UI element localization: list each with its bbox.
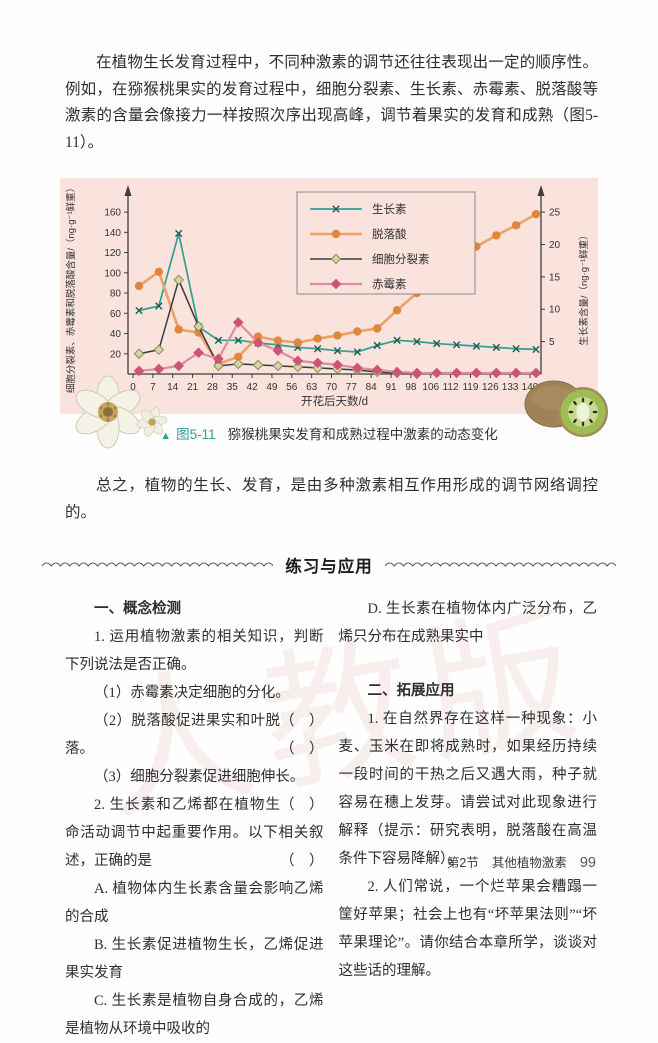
exercise-text: 2. 生长素和乙烯都在植物生命活动调节中起重要作用。以下相关叙述，正确的是 (65, 797, 324, 869)
exercises-left-column: 一、概念检测 1. 运用植物激素的相关知识，判断下列说法是否正确。 （1）赤霉素决定… (65, 595, 324, 1043)
exercise-heading: 一、概念检测 (65, 595, 324, 623)
footer-chapter: 其他植物激素 (491, 856, 567, 870)
hormone-dynamics-chart: 20 40 60 80 100 120 140 160 5 10 15 20 25 0 7 14 21 28 35 4… (65, 183, 590, 408)
svg-text:126: 126 (482, 382, 499, 393)
exercise-text: B. 生长素促进植物生长，乙烯促进果实发育 (65, 937, 324, 981)
svg-text:70: 70 (326, 382, 338, 393)
svg-text:63: 63 (306, 382, 318, 393)
exercise-line: B. 生长素促进植物生长，乙烯促进果实发育 (65, 931, 324, 987)
exercise-heading: 二、拓展应用 (339, 677, 598, 705)
svg-text:35: 35 (227, 382, 239, 393)
figure-number: 图5-11 (176, 427, 216, 442)
exercise-line: 2. 人们常说，一个烂苹果会糟蹋一筐好苹果；社会上也有“坏苹果法则”“坏苹果理论… (339, 873, 598, 985)
svg-text:91: 91 (385, 382, 397, 393)
figure-caption-text: 猕猴桃果实发育和成熟过程中激素的动态变化 (227, 427, 498, 442)
exercise-text: D. 生长素在植物体内广泛分布，乙烯只分布在成熟果实中 (338, 601, 598, 645)
exercise-line: 1. 运用植物激素的相关知识，判断下列说法是否正确。 (65, 623, 324, 679)
svg-text:106: 106 (422, 382, 439, 393)
svg-text:140: 140 (104, 228, 121, 239)
exercise-text: 一、概念检测 (94, 601, 181, 617)
exercise-line: C. 生长素是植物自身合成的，乙烯是植物从环境中吸收的 (65, 987, 324, 1043)
svg-text:14: 14 (167, 382, 179, 393)
summary-paragraph: 总之，植物的生长、发育，是由多种激素相互作用形成的调节网络调控的。 (65, 477, 598, 521)
svg-text:98: 98 (405, 382, 417, 393)
answer-bracket: （ ） (280, 741, 324, 757)
figure-5-11: 20 40 60 80 100 120 140 160 5 10 15 20 25 0 7 14 21 28 35 4… (60, 178, 608, 449)
svg-text:细胞分裂素: 细胞分裂素 (372, 252, 430, 266)
svg-text:开花后天数/d: 开花后天数/d (301, 394, 368, 408)
exercise-line: （1）赤霉素决定细胞的分化。 （ ） (65, 679, 324, 729)
caption-triangle-icon: ▲ (160, 430, 172, 442)
exercise-line: （3）细胞分裂素促进细胞伸长。 （ ） (65, 763, 324, 813)
svg-text:赤霉素: 赤霉素 (372, 278, 407, 291)
footer-section: 第2节 (446, 856, 479, 870)
svg-text:细胞分裂素、赤霉素和脱落酸含量/（ng·g⁻¹鲜重）: 细胞分裂素、赤霉素和脱落酸含量/（ng·g⁻¹鲜重） (65, 183, 77, 393)
column-spacer (339, 651, 598, 677)
exercises-section: 人教版 一、概念检测 1. 运用植物激素的相关知识，判断下列说法是否正确。 （1）赤… (65, 587, 602, 1043)
svg-text:133: 133 (502, 382, 519, 393)
section-divider: 练习与应用 (42, 553, 616, 577)
svg-text:生长素: 生长素 (372, 202, 407, 216)
exercise-line: 1. 在自然界存在这样一种现象：小麦、玉米在即将成熟时，如果经历持续一段时间的干… (339, 705, 598, 873)
intro-paragraph: 在植物生长发育过程中，不同种激素的调节还往往表现出一定的顺序性。例如，在猕猴桃果… (65, 54, 598, 151)
svg-text:0: 0 (130, 382, 136, 393)
svg-text:5: 5 (549, 337, 555, 348)
chart-panel: 20 40 60 80 100 120 140 160 5 10 15 20 25 0 7 14 21 28 35 4… (60, 178, 598, 414)
svg-text:77: 77 (346, 382, 358, 393)
svg-text:42: 42 (247, 382, 259, 393)
page-number: 99 (579, 855, 596, 871)
svg-text:120: 120 (104, 248, 121, 259)
svg-text:20: 20 (549, 240, 561, 251)
svg-text:21: 21 (187, 382, 199, 393)
exercise-line: 2. 生长素和乙烯都在植物生命活动调节中起重要作用。以下相关叙述，正确的是（ ） (65, 791, 324, 875)
exercise-text: 1. 运用植物激素的相关知识，判断下列说法是否正确。 (65, 629, 324, 673)
exercises-right-column: D. 生长素在植物体内广泛分布，乙烯只分布在成熟果实中二、拓展应用 1. 在自然界… (339, 595, 598, 1043)
exercise-text: （1）赤霉素决定细胞的分化。 (94, 685, 290, 701)
svg-text:119: 119 (462, 382, 478, 393)
svg-text:10: 10 (549, 305, 561, 316)
svg-text:15: 15 (549, 272, 561, 283)
svg-text:49: 49 (266, 382, 278, 393)
svg-text:56: 56 (286, 382, 298, 393)
svg-text:60: 60 (110, 309, 122, 320)
exercise-text: C. 生长素是植物自身合成的，乙烯是植物从环境中吸收的 (65, 993, 324, 1037)
svg-text:20: 20 (110, 349, 122, 360)
wavy-line-right (384, 562, 616, 567)
svg-text:7: 7 (150, 382, 156, 393)
svg-text:25: 25 (549, 208, 561, 219)
page-footer: 第2节 其他植物激素 99 (447, 852, 596, 871)
exercise-text: （2）脱落酸促进果实和叶脱落。 (65, 713, 280, 757)
wavy-line-left (42, 562, 274, 567)
svg-text:生长素含量/（ng·g⁻¹鲜重）: 生长素含量/（ng·g⁻¹鲜重） (578, 230, 590, 345)
svg-text:100: 100 (104, 268, 121, 279)
answer-bracket: （ ） (280, 853, 324, 869)
exercise-line: D. 生长素在植物体内广泛分布，乙烯只分布在成熟果实中 (339, 595, 598, 651)
exercises-title: 练习与应用 (285, 558, 373, 576)
exercise-text: 二、拓展应用 (367, 683, 455, 699)
svg-text:脱落酸: 脱落酸 (372, 227, 407, 241)
svg-text:84: 84 (366, 382, 378, 393)
exercise-text: （3）细胞分裂素促进细胞伸长。 (94, 769, 305, 785)
exercise-text: 1. 在自然界存在这样一种现象：小麦、玉米在即将成熟时，如果经历持续一段时间的干… (338, 711, 598, 867)
exercise-text: A. 植物体内生长素含量会影响乙烯的合成 (65, 881, 324, 925)
exercise-line: A. 植物体内生长素含量会影响乙烯的合成 (65, 875, 324, 931)
exercise-text: 2. 人们常说，一个烂苹果会糟蹋一筐好苹果；社会上也有“坏苹果法则”“坏苹果理论… (338, 879, 598, 979)
svg-text:160: 160 (104, 208, 121, 219)
svg-text:112: 112 (443, 382, 459, 393)
svg-text:40: 40 (110, 329, 122, 340)
answer-bracket: （ ） (280, 713, 324, 729)
svg-text:28: 28 (207, 382, 219, 393)
svg-text:140: 140 (522, 382, 539, 393)
svg-text:80: 80 (110, 289, 122, 300)
figure-caption: ▲ 图5-11 猕猴桃果实发育和成熟过程中激素的动态变化 (0, 423, 658, 443)
exercise-line: （2）脱落酸促进果实和叶脱落。（ ） (65, 707, 324, 763)
answer-bracket: （ ） (280, 797, 324, 813)
